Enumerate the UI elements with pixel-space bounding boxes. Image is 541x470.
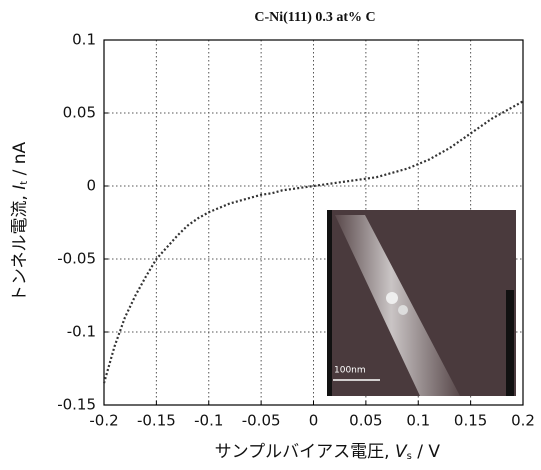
x-axis-label: サンプルバイアス電圧, Vs / V: [215, 442, 441, 462]
x-tick-label: 0.15: [454, 412, 487, 430]
y-axis-label: トンネル電流, It / nA: [10, 141, 30, 302]
x-tick-label: -0.15: [137, 412, 176, 430]
x-tick-label: 0: [309, 412, 319, 430]
y-tick-label: -0.1: [67, 323, 96, 341]
x-tick-label: -0.1: [194, 412, 223, 430]
inset-feature: [398, 305, 408, 315]
scale-bar-label: 100nm: [334, 366, 366, 376]
x-tick-label: -0.2: [89, 412, 118, 430]
x-label-unit: / V: [412, 442, 441, 462]
y-tick-label: -0.15: [57, 396, 96, 414]
inset-border: [327, 210, 332, 396]
y-tick-label: 0: [86, 177, 96, 195]
y-tick-label: 0.05: [63, 104, 96, 122]
chart-title: C-Ni(111) 0.3 at% C: [254, 10, 375, 25]
y-tick-label: -0.05: [57, 250, 96, 268]
inset-image: 100nm: [327, 210, 516, 396]
inset-border: [506, 290, 514, 396]
x-tick-label: 0.2: [511, 412, 535, 430]
inset-feature: [386, 292, 398, 304]
x-label-text: サンプルバイアス電圧,: [215, 442, 395, 462]
x-tick-label: -0.05: [242, 412, 281, 430]
y-label-text: トンネル電流,: [10, 190, 30, 302]
x-tick-label: 0.05: [349, 412, 382, 430]
chart: C-Ni(111) 0.3 at% C -0.2-0.15-0.1-0.0500…: [0, 0, 541, 466]
x-tick-label: 0.1: [406, 412, 430, 430]
y-label-unit: / nA: [10, 141, 30, 180]
y-tick-label: 0.1: [72, 31, 96, 49]
